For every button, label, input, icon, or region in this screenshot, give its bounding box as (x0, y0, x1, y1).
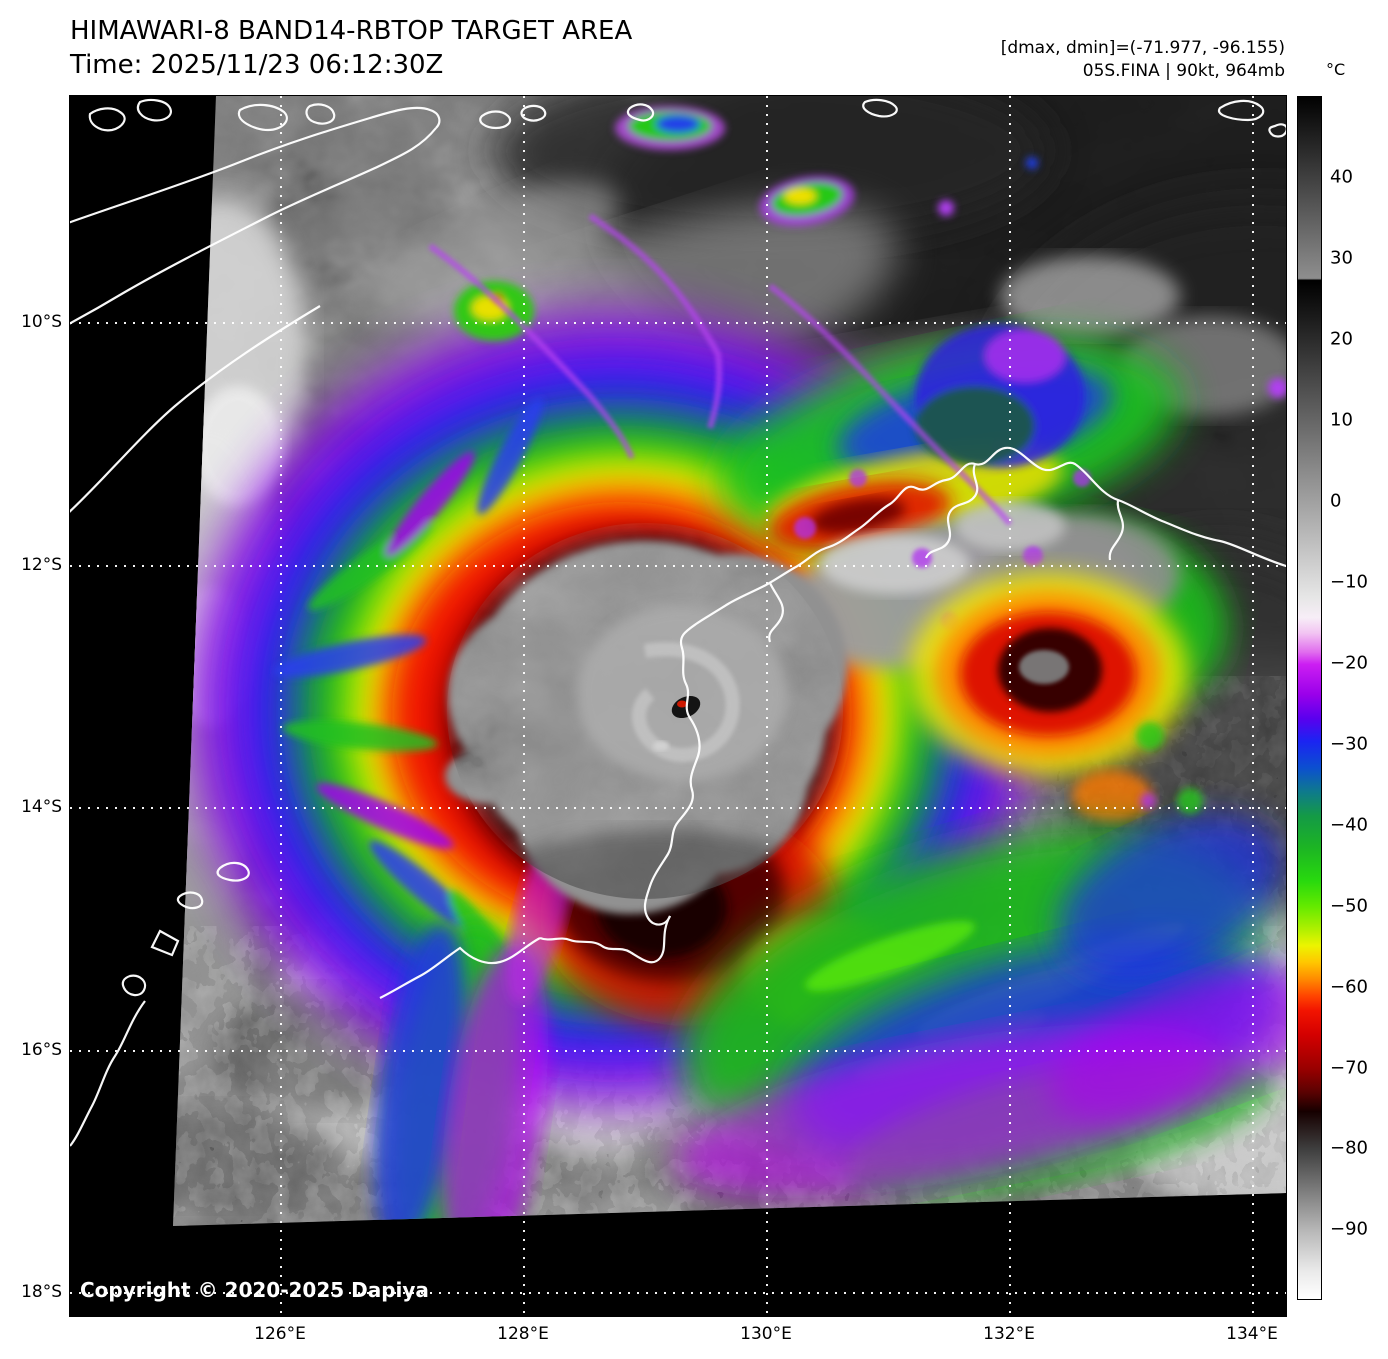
colorbar-tick: −90 (1330, 1218, 1368, 1240)
satellite-scene (70, 96, 1286, 1316)
colorbar-tick: 0 (1330, 490, 1342, 512)
colorbar-tick: −10 (1330, 571, 1368, 593)
colorbar-tick: −60 (1330, 976, 1368, 998)
colorbar-tick: 10 (1330, 409, 1353, 431)
colorbar-tick: −50 (1330, 895, 1368, 917)
lon-label: 126°E (254, 1324, 306, 1344)
lon-label: 128°E (497, 1324, 549, 1344)
lat-label: 10°S (21, 312, 62, 332)
satellite-map: Copyright © 2020-2025 Dapiya (69, 95, 1287, 1317)
colorbar-tick: 40 (1330, 166, 1353, 188)
lon-label: 134°E (1226, 1324, 1278, 1344)
copyright-label: Copyright © 2020-2025 Dapiya (80, 1278, 429, 1302)
dmax-dmin-annotation: [dmax, dmin]=(-71.977, -96.155) (1000, 38, 1285, 58)
colorbar-tick: −20 (1330, 652, 1368, 674)
data-sector (173, 96, 1286, 1226)
lat-label: 18°S (21, 1282, 62, 1302)
figure-time: Time: 2025/11/23 06:12:30Z (70, 50, 444, 80)
coastline-overlay (70, 98, 1286, 1147)
colorbar-tick: −80 (1330, 1137, 1368, 1159)
figure-title: HIMAWARI-8 BAND14-RBTOP TARGET AREA (70, 16, 633, 46)
colorbar-tick: −40 (1330, 814, 1368, 836)
colorbar-unit-label: °C (1326, 60, 1346, 79)
colorbar-tick: −30 (1330, 733, 1368, 755)
lon-label: 132°E (983, 1324, 1035, 1344)
colorbar-tick: −70 (1330, 1057, 1368, 1079)
lat-label: 12°S (21, 555, 62, 575)
lat-label: 16°S (21, 1040, 62, 1060)
lat-label: 14°S (21, 797, 62, 817)
storm-info-annotation: 05S.FINA | 90kt, 964mb (1082, 61, 1285, 81)
temperature-colorbar (1297, 96, 1322, 1300)
colorbar-tick: 30 (1330, 247, 1353, 269)
colorbar-tick: 20 (1330, 328, 1353, 350)
lon-label: 130°E (740, 1324, 792, 1344)
